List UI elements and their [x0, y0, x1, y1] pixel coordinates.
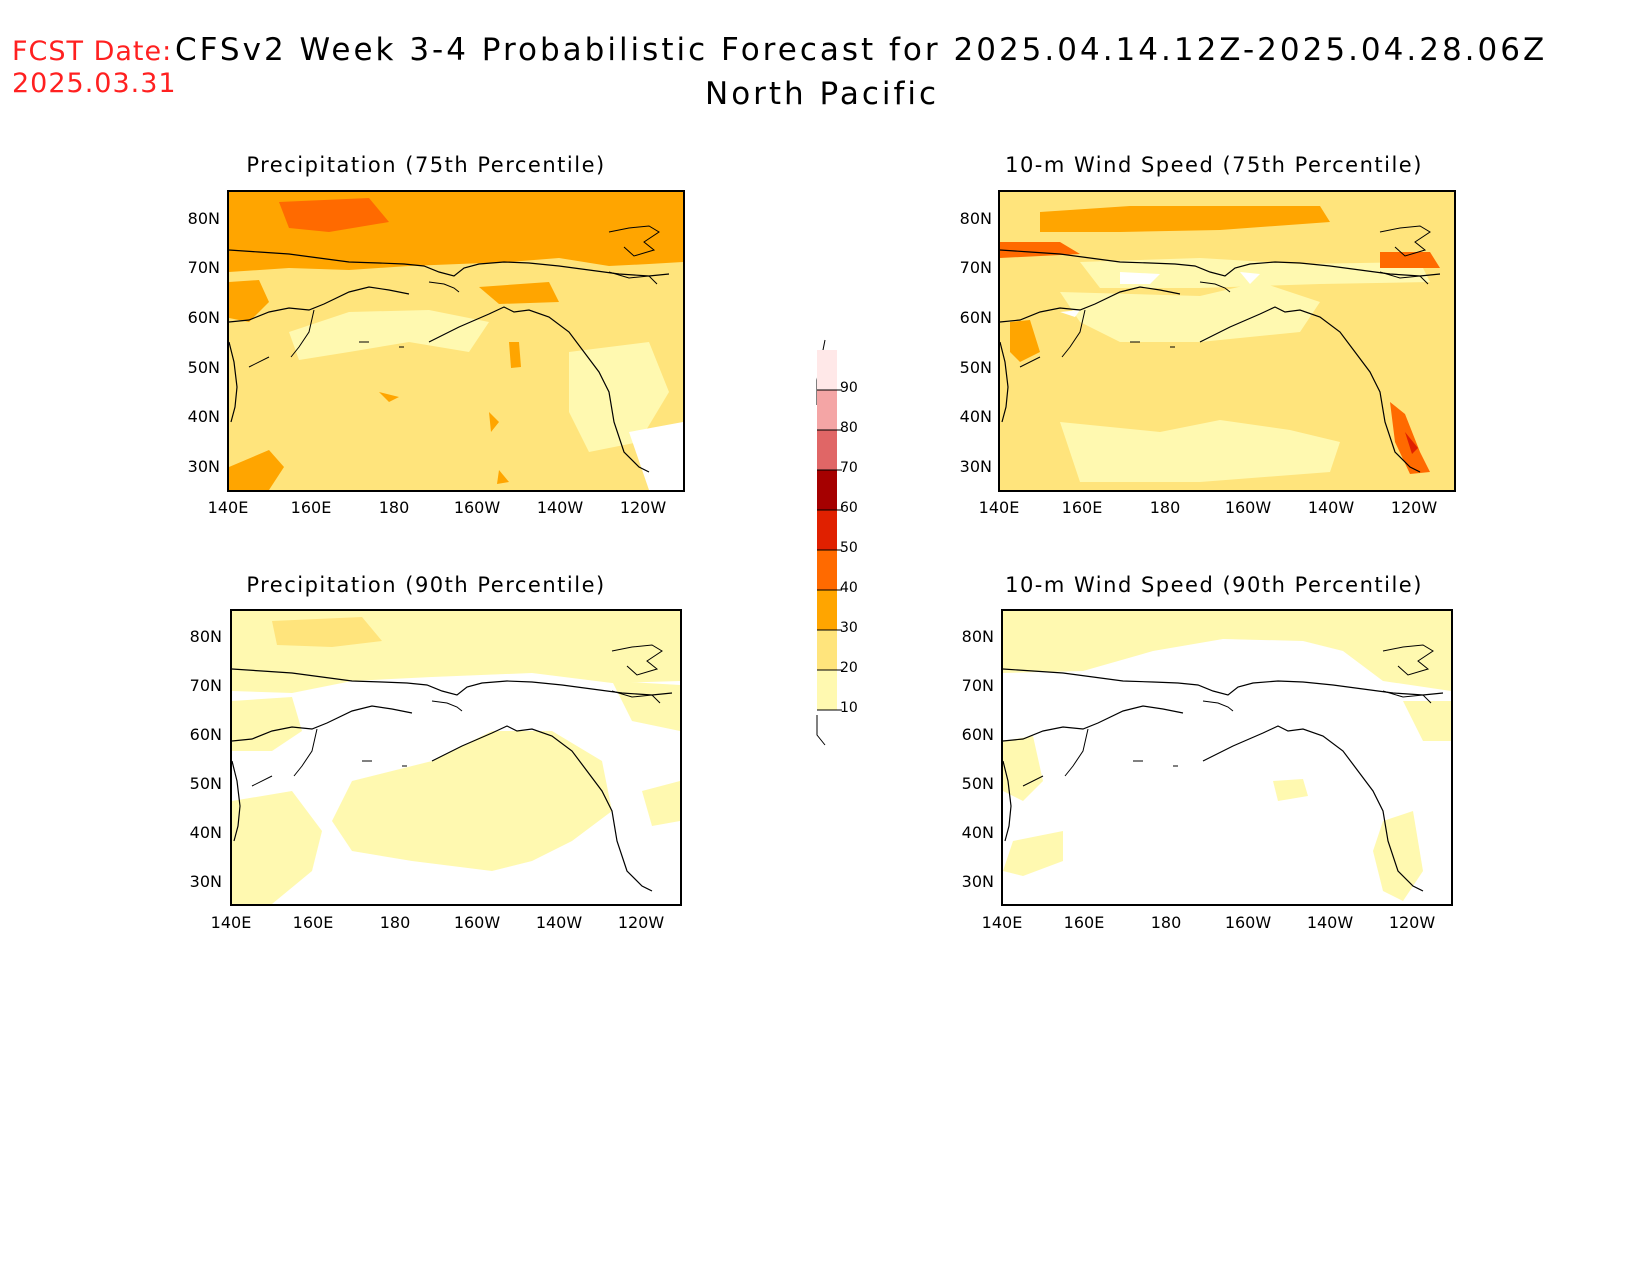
lat-tick: 60N	[961, 725, 994, 744]
lat-tick: 60N	[189, 725, 222, 744]
lat-tick: 40N	[959, 407, 992, 426]
lon-tick: 180	[1150, 913, 1182, 932]
lon-tick: 120W	[1390, 498, 1438, 517]
lon-tick: 180	[1149, 498, 1181, 517]
colorbar-swatch	[817, 510, 837, 550]
lon-tick: 120W	[1388, 913, 1436, 932]
lon-tick: 160E	[1061, 498, 1103, 517]
colorbar-swatch	[817, 350, 837, 390]
lat-tick: 60N	[959, 308, 992, 327]
colorbar-swatch	[817, 550, 837, 590]
lat-tick: 70N	[961, 676, 994, 695]
lat-tick: 70N	[189, 676, 222, 695]
colorbar-label: 30	[840, 620, 858, 636]
lon-tick: 140W	[1307, 498, 1355, 517]
map-wind-75	[998, 190, 1456, 492]
lon-tick: 160E	[1063, 913, 1105, 932]
lat-tick: 50N	[187, 358, 220, 377]
colorbar-label: 50	[840, 540, 858, 556]
colorbar-label: 40	[840, 580, 858, 596]
lon-tick: 140E	[978, 498, 1020, 517]
lat-tick: 30N	[189, 872, 222, 891]
map-precip-90	[230, 609, 682, 906]
lon-tick: 160W	[1224, 498, 1272, 517]
lon-tick: 140E	[207, 498, 249, 517]
colorbar-swatch	[817, 630, 837, 670]
lon-tick: 160W	[453, 913, 501, 932]
colorbar: 10 20 30 40 50 60 70 80 90	[812, 335, 882, 755]
colorbar-swatch	[817, 430, 837, 470]
lat-tick: 50N	[189, 774, 222, 793]
page-title: CFSv2 Week 3-4 Probabilistic Forecast fo…	[175, 32, 1548, 68]
lat-tick: 70N	[187, 258, 220, 277]
fcst-date-label: FCST Date:	[12, 36, 173, 67]
lat-tick: 30N	[187, 457, 220, 476]
lon-tick: 120W	[619, 498, 667, 517]
fcst-date-value: 2025.03.31	[12, 68, 177, 99]
lat-tick: 30N	[961, 872, 994, 891]
lon-tick: 140W	[535, 913, 583, 932]
panel-title-wind-75: 10-m Wind Speed (75th Percentile)	[1005, 153, 1423, 177]
lon-tick: 160E	[292, 913, 334, 932]
colorbar-swatch	[817, 390, 837, 430]
panel-title-precip-75: Precipitation (75th Percentile)	[246, 153, 606, 177]
lat-tick: 70N	[959, 258, 992, 277]
lat-tick: 40N	[187, 407, 220, 426]
lat-tick: 60N	[187, 308, 220, 327]
map-wind-90	[1001, 609, 1453, 906]
lon-tick: 160W	[1224, 913, 1272, 932]
lon-tick: 140W	[1306, 913, 1354, 932]
panel-title-wind-90: 10-m Wind Speed (90th Percentile)	[1005, 573, 1423, 597]
colorbar-label: 90	[840, 380, 858, 396]
lat-tick: 80N	[189, 627, 222, 646]
lat-tick: 50N	[961, 774, 994, 793]
lon-tick: 160W	[453, 498, 501, 517]
lon-tick: 180	[379, 913, 411, 932]
lon-tick: 140E	[210, 913, 252, 932]
colorbar-swatch	[817, 470, 837, 510]
lat-tick: 40N	[189, 823, 222, 842]
lat-tick: 80N	[959, 209, 992, 228]
lon-tick: 160E	[290, 498, 332, 517]
colorbar-swatch	[817, 670, 837, 710]
lon-tick: 180	[378, 498, 410, 517]
colorbar-swatch	[817, 590, 837, 630]
lat-tick: 80N	[187, 209, 220, 228]
colorbar-label: 80	[840, 420, 858, 436]
region-title: North Pacific	[705, 76, 940, 112]
lon-tick: 120W	[617, 913, 665, 932]
panel-title-precip-90: Precipitation (90th Percentile)	[246, 573, 606, 597]
lat-tick: 80N	[961, 627, 994, 646]
colorbar-label: 10	[840, 700, 858, 716]
lat-tick: 50N	[959, 358, 992, 377]
map-precip-75	[227, 190, 685, 492]
colorbar-label: 60	[840, 500, 858, 516]
lat-tick: 40N	[961, 823, 994, 842]
colorbar-label: 70	[840, 460, 858, 476]
colorbar-label: 20	[840, 660, 858, 676]
lat-tick: 30N	[959, 457, 992, 476]
lon-tick: 140E	[981, 913, 1023, 932]
lon-tick: 140W	[536, 498, 584, 517]
